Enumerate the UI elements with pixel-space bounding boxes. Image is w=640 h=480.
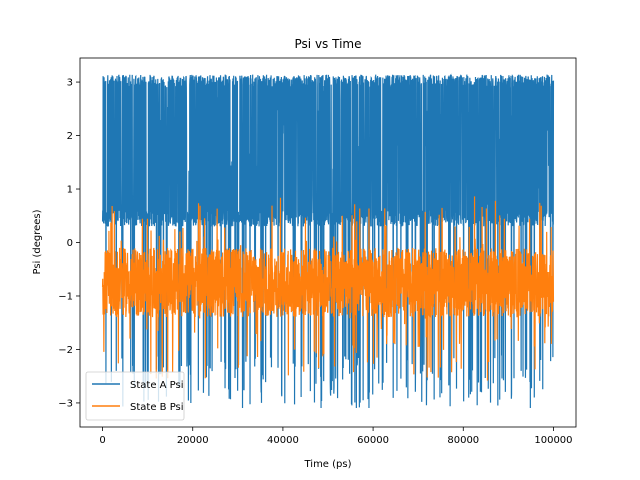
x-tick-label: 80000	[447, 435, 479, 446]
series-line-state-b	[101, 196, 555, 381]
x-tick-label: 20000	[177, 435, 209, 446]
y-axis: −3 −2 −1 0 1 2 3	[58, 78, 80, 409]
series-layer	[101, 73, 555, 409]
series-line-state-a	[101, 73, 555, 409]
x-tick-label: 100000	[534, 435, 572, 446]
y-tick-label: 3	[67, 78, 73, 89]
legend-label-state-a: State A Psi	[130, 380, 184, 391]
x-tick-label: 60000	[357, 435, 389, 446]
legend-label-state-b: State B Psi	[130, 402, 184, 413]
y-tick-label: 2	[67, 131, 73, 142]
legend: State A Psi State B Psi	[85, 371, 185, 421]
y-axis-label: Psi (degrees)	[32, 209, 43, 274]
x-axis: 0 20000 40000 60000 80000 100000	[99, 427, 573, 446]
x-tick-label: 40000	[267, 435, 299, 446]
y-tick-label: 0	[67, 238, 73, 249]
y-tick-label: −2	[58, 345, 73, 356]
x-tick-label: 0	[99, 435, 105, 446]
y-tick-label: 1	[67, 185, 73, 196]
chart-title: Psi vs Time	[295, 37, 362, 51]
x-axis-label: Time (ps)	[303, 459, 351, 470]
y-tick-label: −1	[58, 291, 73, 302]
y-tick-label: −3	[58, 398, 73, 409]
